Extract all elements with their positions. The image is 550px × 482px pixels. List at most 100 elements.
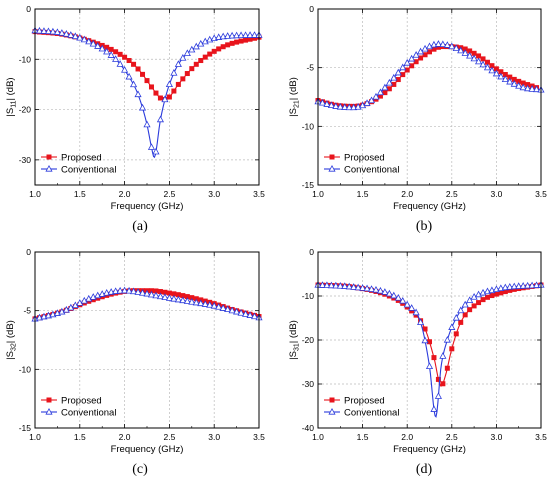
x-tick-label: 2.0: [401, 432, 413, 442]
marker-proposed: [413, 59, 419, 65]
marker-conventional: [345, 103, 353, 111]
marker-conventional: [466, 51, 474, 59]
y-axis-label: |S31| (dB): [288, 320, 301, 360]
marker-proposed: [507, 74, 513, 80]
marker-proposed: [480, 297, 486, 303]
x-tick-label: 3.0: [208, 189, 220, 199]
marker-conventional: [165, 80, 173, 88]
marker-conventional: [165, 294, 173, 301]
marker-conventional: [515, 282, 523, 289]
marker-proposed: [386, 86, 392, 92]
marker-conventional: [425, 362, 434, 369]
marker-proposed: [435, 44, 441, 50]
legend-label: Proposed: [344, 153, 385, 164]
marker-conventional: [327, 101, 335, 109]
y-tick-label: 0: [26, 247, 31, 257]
marker-conventional: [341, 282, 349, 289]
x-tick-label: 2.5: [163, 432, 175, 442]
marker-conventional: [474, 290, 483, 298]
marker-proposed: [484, 294, 490, 300]
marker-conventional: [412, 51, 420, 58]
marker-conventional: [381, 288, 389, 295]
marker-conventional: [183, 49, 191, 57]
legend-label: Conventional: [61, 165, 116, 176]
marker-proposed: [471, 50, 477, 56]
marker-conventional: [125, 286, 133, 294]
legend-label: Proposed: [61, 396, 102, 407]
x-tick-label: 2.5: [446, 432, 458, 442]
x-axis-label: Frequency (GHz): [111, 201, 184, 212]
marker-proposed: [144, 78, 150, 84]
marker-proposed: [175, 292, 181, 298]
panel-label-b: (b): [415, 219, 433, 234]
marker-conventional: [350, 103, 358, 111]
y-tick-label: -15: [302, 180, 315, 190]
marker-conventional: [228, 31, 236, 39]
marker-conventional: [250, 312, 259, 320]
x-tick-label: 2.0: [401, 189, 413, 199]
marker-conventional: [246, 31, 254, 38]
x-tick-label: 1.5: [357, 432, 369, 442]
x-tick-label: 1.0: [29, 432, 41, 442]
y-tick-label: 0: [309, 4, 314, 14]
marker-conventional: [390, 291, 398, 299]
y-axis-label-end: | (dB): [288, 77, 299, 100]
marker-conventional: [121, 286, 129, 294]
marker-conventional: [363, 284, 371, 292]
x-tick-label: 1.0: [29, 189, 41, 199]
marker-proposed: [171, 291, 177, 297]
x-tick-label: 2.5: [446, 189, 458, 199]
x-axis-label: Frequency (GHz): [111, 444, 184, 455]
marker-conventional: [161, 293, 169, 301]
marker-proposed: [493, 66, 499, 72]
marker-proposed: [462, 46, 468, 52]
marker-conventional: [233, 31, 241, 39]
marker-proposed: [462, 312, 468, 318]
marker-conventional: [439, 352, 447, 359]
legend-marker-proposed: [329, 154, 335, 160]
marker-proposed: [498, 69, 504, 75]
marker-conventional: [80, 296, 88, 304]
x-tick-label: 1.0: [312, 189, 324, 199]
marker-conventional: [183, 297, 191, 304]
marker-proposed: [238, 38, 244, 44]
marker-conventional: [40, 27, 48, 34]
x-tick-label: 1.5: [74, 432, 86, 442]
marker-conventional: [143, 289, 151, 297]
marker-conventional: [390, 73, 398, 81]
y-axis-label-main: |S: [288, 108, 299, 117]
marker-conventional: [519, 83, 527, 91]
marker-proposed: [131, 61, 137, 67]
legend-label: Conventional: [344, 408, 399, 419]
marker-proposed: [166, 290, 172, 296]
marker-conventional: [112, 55, 120, 62]
marker-conventional: [532, 281, 541, 288]
marker-conventional: [443, 41, 451, 48]
marker-proposed: [400, 72, 406, 78]
marker-conventional: [412, 308, 420, 316]
marker-conventional: [107, 51, 115, 58]
marker-conventional: [474, 57, 483, 65]
x-tick-label: 3.5: [535, 189, 547, 199]
marker-proposed: [189, 66, 195, 72]
marker-proposed: [476, 300, 482, 306]
marker-conventional: [461, 49, 469, 56]
marker-conventional: [336, 102, 344, 110]
x-tick-label: 1.5: [357, 189, 369, 199]
marker-proposed: [184, 294, 190, 300]
marker-conventional: [112, 287, 120, 294]
marker-conventional: [492, 69, 500, 77]
marker-proposed: [440, 381, 446, 387]
marker-proposed: [409, 63, 415, 69]
marker-conventional: [488, 66, 496, 74]
y-tick-label: -10: [302, 291, 315, 301]
marker-conventional: [147, 290, 156, 298]
x-tick-label: 3.5: [253, 189, 265, 199]
marker-proposed: [444, 365, 450, 371]
marker-conventional: [228, 306, 236, 314]
marker-conventional: [336, 282, 344, 289]
marker-conventional: [399, 296, 407, 304]
marker-conventional: [385, 78, 393, 86]
marker-conventional: [528, 85, 536, 92]
